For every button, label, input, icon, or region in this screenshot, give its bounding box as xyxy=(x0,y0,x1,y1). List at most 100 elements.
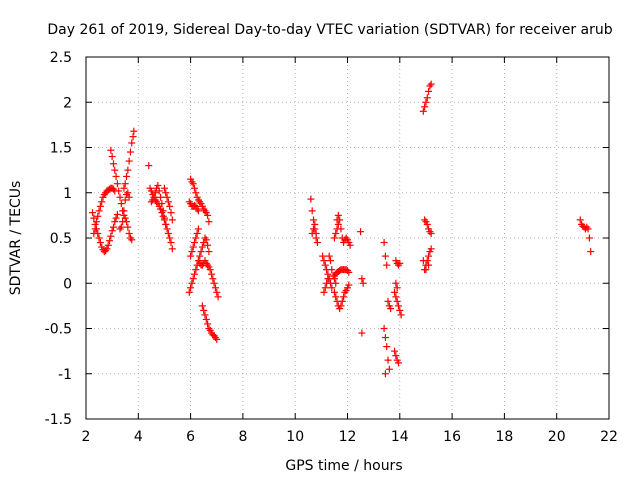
data-point xyxy=(94,212,102,220)
data-point xyxy=(330,234,338,242)
data-point xyxy=(103,245,111,253)
data-point xyxy=(196,252,204,260)
data-point xyxy=(327,257,335,265)
data-point xyxy=(197,248,205,256)
data-point xyxy=(113,210,121,218)
data-point xyxy=(121,180,129,188)
data-point xyxy=(191,270,199,278)
y-tick-label: 0 xyxy=(63,276,72,292)
data-point xyxy=(109,160,117,168)
data-point xyxy=(419,107,427,115)
data-point xyxy=(189,275,197,283)
data-point xyxy=(214,293,222,301)
data-point xyxy=(308,207,316,215)
data-point xyxy=(425,87,433,95)
data-point xyxy=(332,279,340,287)
data-point xyxy=(192,189,200,197)
data-point xyxy=(423,220,431,228)
data-point xyxy=(106,237,114,245)
data-point xyxy=(92,218,100,226)
data-point xyxy=(321,284,329,292)
data-point xyxy=(191,184,199,192)
data-point xyxy=(121,196,129,204)
data-point xyxy=(104,241,112,249)
data-point xyxy=(166,234,174,242)
data-point xyxy=(210,279,218,287)
data-point xyxy=(384,297,392,305)
data-point xyxy=(345,281,353,289)
data-point xyxy=(336,216,344,224)
data-point xyxy=(333,225,341,233)
data-point xyxy=(330,288,338,296)
data-point xyxy=(150,193,158,201)
data-point xyxy=(392,293,400,301)
x-tick-label: 18 xyxy=(495,429,513,445)
data-point xyxy=(206,266,214,274)
data-point xyxy=(320,288,328,296)
data-point xyxy=(145,162,153,170)
data-point xyxy=(383,343,391,351)
data-point xyxy=(332,229,340,237)
data-point xyxy=(334,211,342,219)
data-point xyxy=(211,284,219,292)
data-point xyxy=(187,284,195,292)
data-point xyxy=(202,315,210,323)
data-point xyxy=(393,297,401,305)
data-point xyxy=(205,218,213,226)
y-tick-label: -0.5 xyxy=(45,322,72,338)
data-point xyxy=(95,207,103,215)
data-point xyxy=(340,293,348,301)
data-point xyxy=(96,239,104,247)
data-point xyxy=(117,200,125,208)
data-point xyxy=(391,288,399,296)
data-point xyxy=(204,241,212,249)
data-point xyxy=(394,302,402,310)
data-point xyxy=(163,193,171,201)
data-point xyxy=(393,284,401,292)
data-point xyxy=(193,229,201,237)
x-tick-label: 12 xyxy=(339,429,357,445)
x-tick-label: 16 xyxy=(443,429,461,445)
data-point xyxy=(421,103,429,111)
data-point xyxy=(194,225,202,233)
data-point xyxy=(380,325,388,332)
data-point xyxy=(587,248,595,256)
data-point xyxy=(113,180,121,188)
data-point xyxy=(124,223,132,231)
data-point xyxy=(89,209,97,217)
data-point xyxy=(392,352,400,360)
data-point xyxy=(158,200,166,208)
data-point xyxy=(130,127,138,135)
data-point xyxy=(115,187,123,195)
data-point xyxy=(380,239,388,247)
data-point xyxy=(107,232,115,240)
data-point xyxy=(392,279,400,287)
data-point xyxy=(325,252,333,260)
data-point xyxy=(313,239,321,247)
y-tick-label: -1.5 xyxy=(45,412,72,428)
data-point xyxy=(394,359,402,367)
data-point xyxy=(90,214,98,222)
data-point xyxy=(358,329,366,337)
data-point xyxy=(345,268,353,276)
data-point xyxy=(198,243,206,251)
x-tick-label: 10 xyxy=(286,429,304,445)
y-tick-label: 2 xyxy=(63,95,72,111)
x-tick-label: 14 xyxy=(391,429,409,445)
data-point xyxy=(120,184,128,192)
data-point xyxy=(204,211,212,219)
data-point xyxy=(202,236,210,244)
data-point xyxy=(112,172,120,180)
data-point xyxy=(157,193,165,201)
data-point xyxy=(191,201,199,209)
data-point xyxy=(321,261,329,269)
data-point xyxy=(323,279,331,287)
data-point xyxy=(163,225,171,233)
data-point xyxy=(387,305,395,313)
data-point xyxy=(194,207,202,215)
data-point xyxy=(381,370,389,378)
data-point xyxy=(337,302,345,310)
data-point xyxy=(108,227,116,235)
data-point xyxy=(312,229,320,237)
data-point xyxy=(117,223,125,231)
